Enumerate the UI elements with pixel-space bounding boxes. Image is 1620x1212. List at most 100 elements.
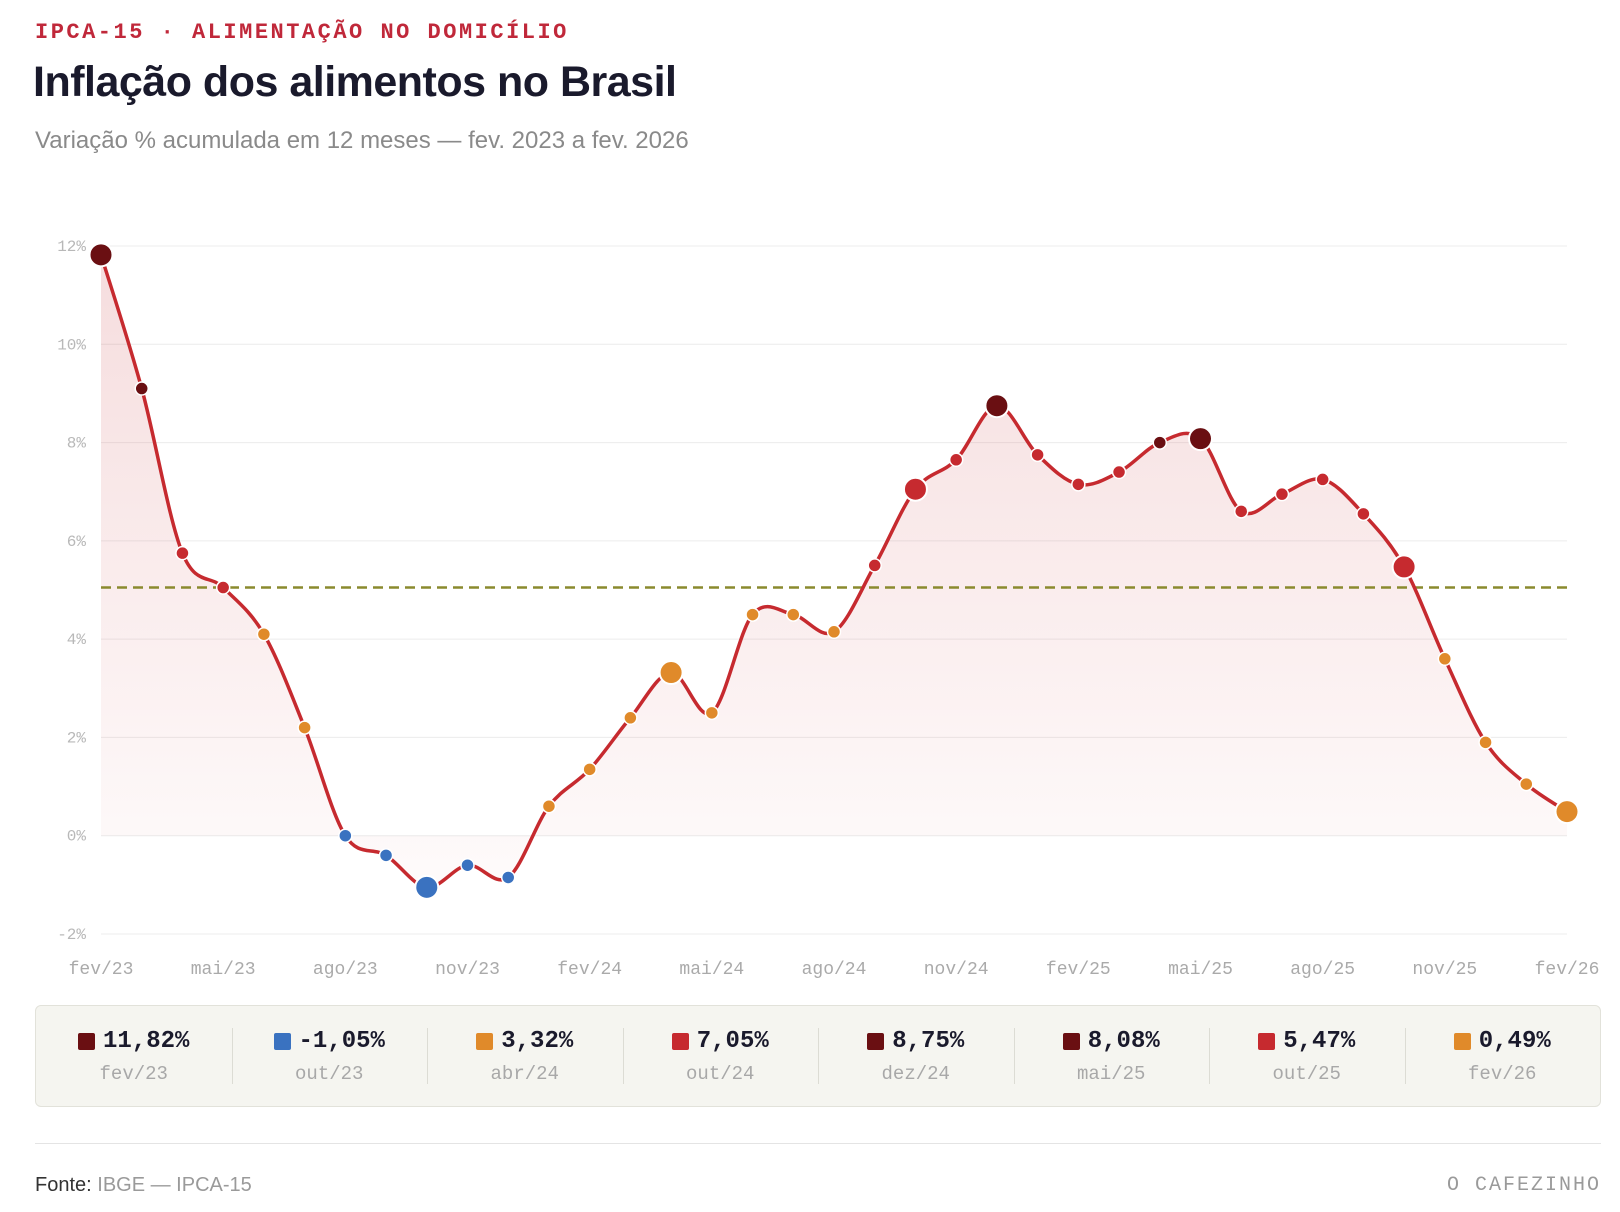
highlight-point [414, 874, 440, 900]
summary-stat: 3,32% abr/24 [427, 1006, 623, 1106]
y-tick-label: 10% [57, 336, 86, 354]
y-tick-label: 4% [67, 631, 87, 649]
y-tick-label: 12% [57, 238, 86, 256]
data-point [256, 626, 272, 642]
data-point [215, 580, 231, 595]
legend-swatch [78, 1032, 96, 1050]
x-tick-label: fev/25 [1046, 960, 1111, 980]
stat-date: out/24 [686, 1062, 755, 1085]
data-point [745, 607, 760, 622]
summary-stat: -1,05% out/23 [231, 1006, 428, 1106]
legend-swatch [1062, 1032, 1080, 1050]
x-tick-label: fev/23 [69, 960, 134, 980]
summary-stat: 8,08% mai/25 [1013, 1006, 1210, 1106]
data-point [704, 705, 720, 721]
stat-value: 7,05% [696, 1027, 769, 1055]
stat-date: fev/26 [1468, 1062, 1537, 1085]
stat-value: 11,82% [103, 1027, 190, 1055]
x-tick-label: ago/23 [313, 960, 378, 980]
stat-date: out/25 [1272, 1062, 1341, 1085]
stat-value: 0,49% [1478, 1027, 1551, 1055]
data-point [1519, 776, 1534, 792]
footer-divider [35, 1143, 1601, 1144]
y-tick-label: -2% [57, 926, 86, 944]
line-chart: 12% 10% 8% 6% 4% 2% 0% -2% fev/23 mai/23 ago/23 no… [57, 238, 1600, 980]
stat-date: out/23 [295, 1062, 364, 1085]
highlight-point [658, 660, 684, 686]
y-tick-label: 8% [67, 435, 87, 453]
x-tick-label: fev/26 [1535, 960, 1600, 980]
legend-swatch [273, 1032, 291, 1050]
data-point [1274, 486, 1290, 502]
legend-swatch [867, 1032, 885, 1050]
highlight-point [984, 393, 1010, 419]
data-point [1233, 504, 1249, 519]
x-tick-label: nov/24 [924, 960, 989, 980]
y-tick-label: 0% [67, 828, 87, 846]
highlight-point [88, 242, 114, 268]
data-point [582, 762, 597, 777]
stat-date: dez/24 [881, 1062, 950, 1085]
x-tick-label: mai/24 [679, 960, 744, 980]
stat-value: 3,32% [501, 1027, 574, 1055]
source-note: Fonte: IBGE — IPCA-15 [35, 1174, 252, 1197]
summary-stat: 5,47% out/25 [1209, 1006, 1405, 1106]
y-tick-label: 6% [67, 533, 87, 551]
summary-stat: 7,05% out/24 [622, 1006, 819, 1106]
subtitle: Variação % acumulada em 12 meses — fev. … [35, 127, 689, 154]
highlight-point [1554, 799, 1580, 825]
summary-stat: 11,82% fev/23 [36, 1006, 232, 1106]
stat-value: 5,47% [1283, 1027, 1356, 1055]
area-fill [101, 254, 1567, 888]
data-point [1315, 472, 1330, 487]
y-tick-label: 2% [67, 729, 87, 747]
data-point [1478, 735, 1493, 750]
data-point [1030, 447, 1045, 463]
stat-value: 8,75% [892, 1027, 965, 1055]
highlight-point [1188, 426, 1213, 452]
data-point [338, 828, 353, 843]
legend-swatch [476, 1032, 494, 1050]
summary-stat: 0,49% fev/26 [1404, 1006, 1601, 1106]
data-point [134, 381, 149, 396]
highlight-point [1391, 554, 1417, 580]
legend-swatch [1453, 1032, 1471, 1050]
stat-date: fev/23 [99, 1062, 168, 1085]
data-point [541, 798, 557, 814]
x-tick-label: mai/25 [1168, 960, 1233, 980]
stat-value: -1,05% [298, 1027, 385, 1055]
source-label: Fonte: [35, 1174, 92, 1196]
summary-bar: 11,82% fev/23 -1,05% out/23 3,32% abr/24… [35, 1005, 1601, 1107]
data-point [867, 558, 882, 573]
data-point [948, 452, 964, 468]
stat-date: abr/24 [490, 1062, 559, 1085]
source-value: IBGE — IPCA-15 [97, 1174, 252, 1196]
page-title: Inflação dos alimentos no Brasil [33, 58, 677, 106]
legend-swatch [671, 1032, 689, 1050]
data-point [1152, 435, 1168, 450]
data-point [378, 848, 394, 863]
data-point [297, 720, 312, 735]
data-point [500, 870, 516, 885]
data-point [175, 545, 190, 561]
legend-swatch [1258, 1032, 1276, 1050]
stat-date: mai/25 [1077, 1062, 1146, 1085]
x-tick-label: fev/24 [557, 960, 622, 980]
x-tick-label: ago/25 [1290, 960, 1355, 980]
data-point [786, 607, 801, 622]
summary-stat: 8,75% dez/24 [818, 1006, 1014, 1106]
data-point [1437, 651, 1453, 667]
kicker: IPCA-15 · ALIMENTAÇÃO NO DOMICÍLIO [35, 20, 569, 45]
brand-logo: O CAFEZINHO [1446, 1174, 1601, 1197]
x-tick-label: mai/23 [191, 960, 256, 980]
highlight-point [902, 476, 928, 502]
data-point [623, 710, 638, 726]
data-point [1071, 477, 1086, 492]
stat-value: 8,08% [1087, 1027, 1160, 1055]
data-point [826, 624, 842, 640]
data-point [1356, 506, 1371, 522]
data-point [460, 857, 475, 873]
x-tick-label: nov/25 [1412, 960, 1477, 980]
x-tick-label: nov/23 [435, 960, 500, 980]
data-point [1111, 464, 1127, 480]
